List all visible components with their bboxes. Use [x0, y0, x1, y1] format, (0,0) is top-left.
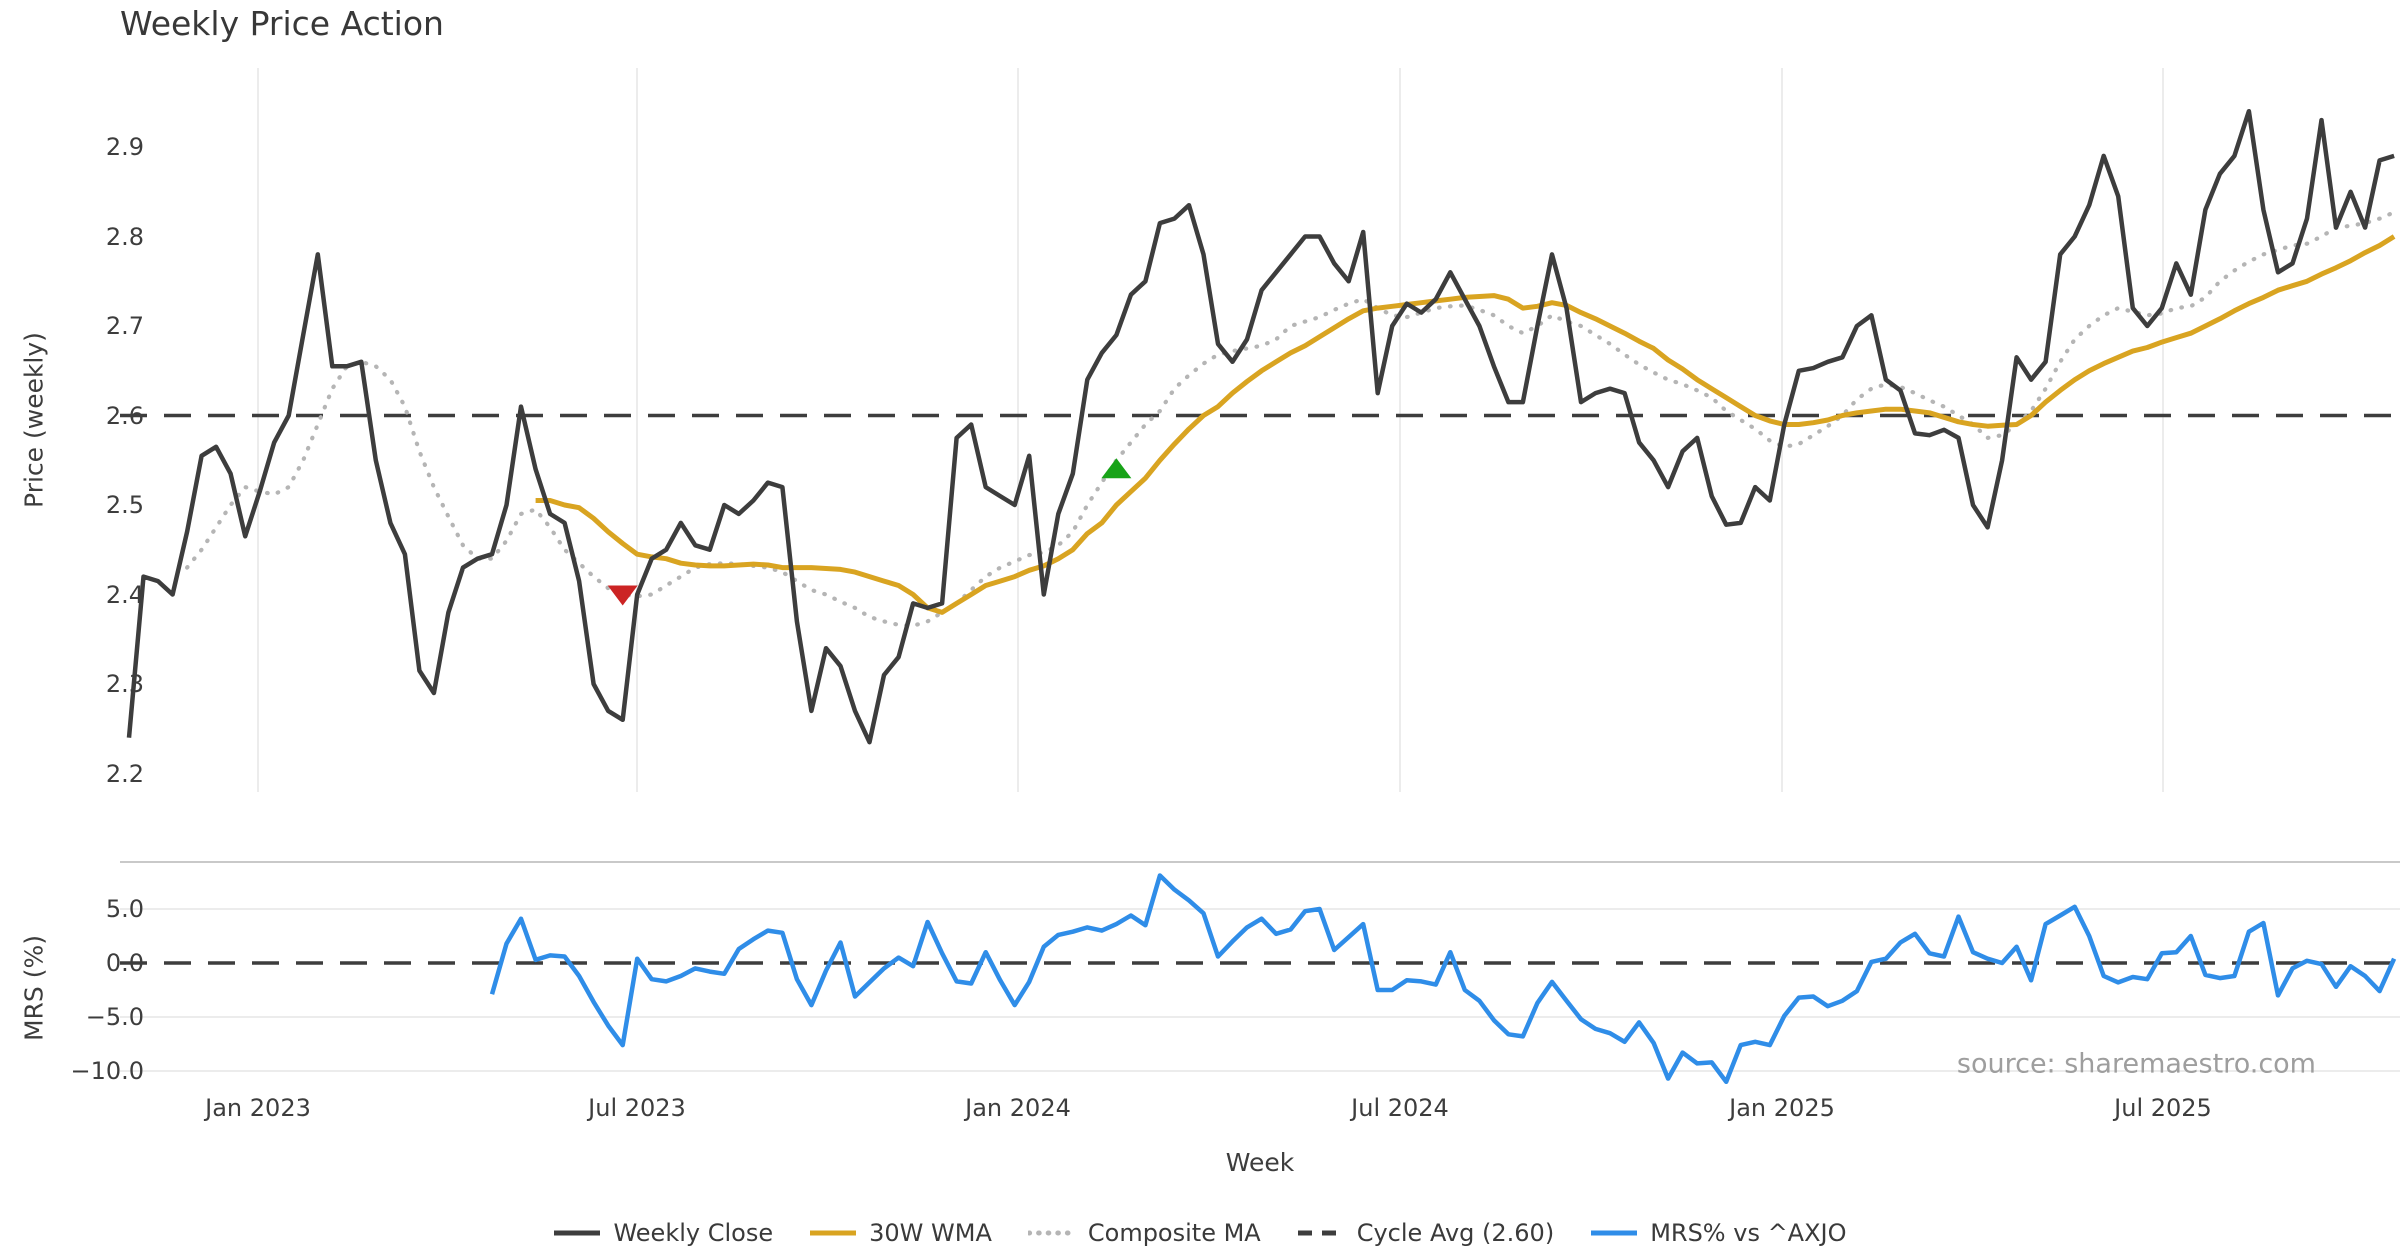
x-tick-4: Jan 2025 [1729, 1094, 1835, 1122]
legend-label-4: MRS% vs ^AXJO [1650, 1219, 1847, 1247]
source-credit: source: sharemaestro.com [1956, 1048, 2316, 1080]
legend-label-3: Cycle Avg (2.60) [1356, 1219, 1555, 1247]
legend-swatch-3 [1297, 1230, 1344, 1236]
legend-label-1: 30W WMA [869, 1219, 992, 1247]
legend-item-0: Weekly Close [553, 1219, 773, 1247]
x-tick-3: Jul 2024 [1351, 1094, 1449, 1122]
price-axis-title: Price (weekly) [19, 332, 49, 508]
legend: Weekly Close 30W WMA Composite MA Cycle Avg… [0, 1212, 2400, 1254]
legend-item-3: Cycle Avg (2.60) [1297, 1219, 1554, 1247]
mrs-axis-title: MRS (%) [19, 934, 49, 1042]
x-tick-0: Jan 2023 [205, 1094, 311, 1122]
mrs-tick-3: −10.0 [70, 1057, 144, 1085]
legend-label-2: Composite MA [1087, 1219, 1261, 1247]
price-tick-2.2: 2.2 [105, 759, 144, 788]
series-composite-ma [185, 210, 2397, 628]
legend-label-0: Weekly Close [613, 1219, 774, 1247]
legend-item-4: MRS% vs ^AXJO [1590, 1219, 1847, 1247]
x-axis-title: Week [1225, 1148, 1295, 1177]
legend-swatch-1 [810, 1230, 857, 1236]
x-tick-5: Jul 2025 [2114, 1094, 2212, 1122]
price-tick-2.5: 2.5 [105, 491, 144, 519]
mrs-tick-0: 5.0 [105, 895, 144, 923]
series-30w-wma [535, 234, 2396, 615]
price-tick-2.3: 2.3 [105, 670, 144, 698]
chart-title: Weekly Price Action [120, 4, 444, 43]
legend-swatch-2 [1027, 1230, 1076, 1236]
mrs-tick-2: −5.0 [85, 1003, 144, 1031]
mrs-tick-1: 0.0 [105, 949, 144, 977]
series-mrs [489, 873, 2397, 1085]
price-tick-2.9: 2.9 [105, 133, 144, 161]
legend-item-1: 30W WMA [809, 1219, 992, 1247]
series-weekly-close [126, 108, 2395, 745]
legend-item-2: Composite MA [1027, 1219, 1261, 1247]
legend-swatch-4 [1591, 1230, 1638, 1236]
price-tick-2.4: 2.4 [105, 580, 144, 609]
x-tick-2: Jan 2024 [965, 1094, 1071, 1122]
price-tick-2.6: 2.6 [105, 401, 144, 430]
x-tick-1: Jul 2023 [588, 1094, 686, 1122]
price-tick-2.7: 2.7 [105, 312, 144, 340]
sell-signal-marker [607, 585, 638, 606]
legend-swatch-0 [554, 1230, 601, 1236]
buy-signal-marker [1101, 458, 1132, 479]
price-tick-2.8: 2.8 [105, 222, 144, 251]
